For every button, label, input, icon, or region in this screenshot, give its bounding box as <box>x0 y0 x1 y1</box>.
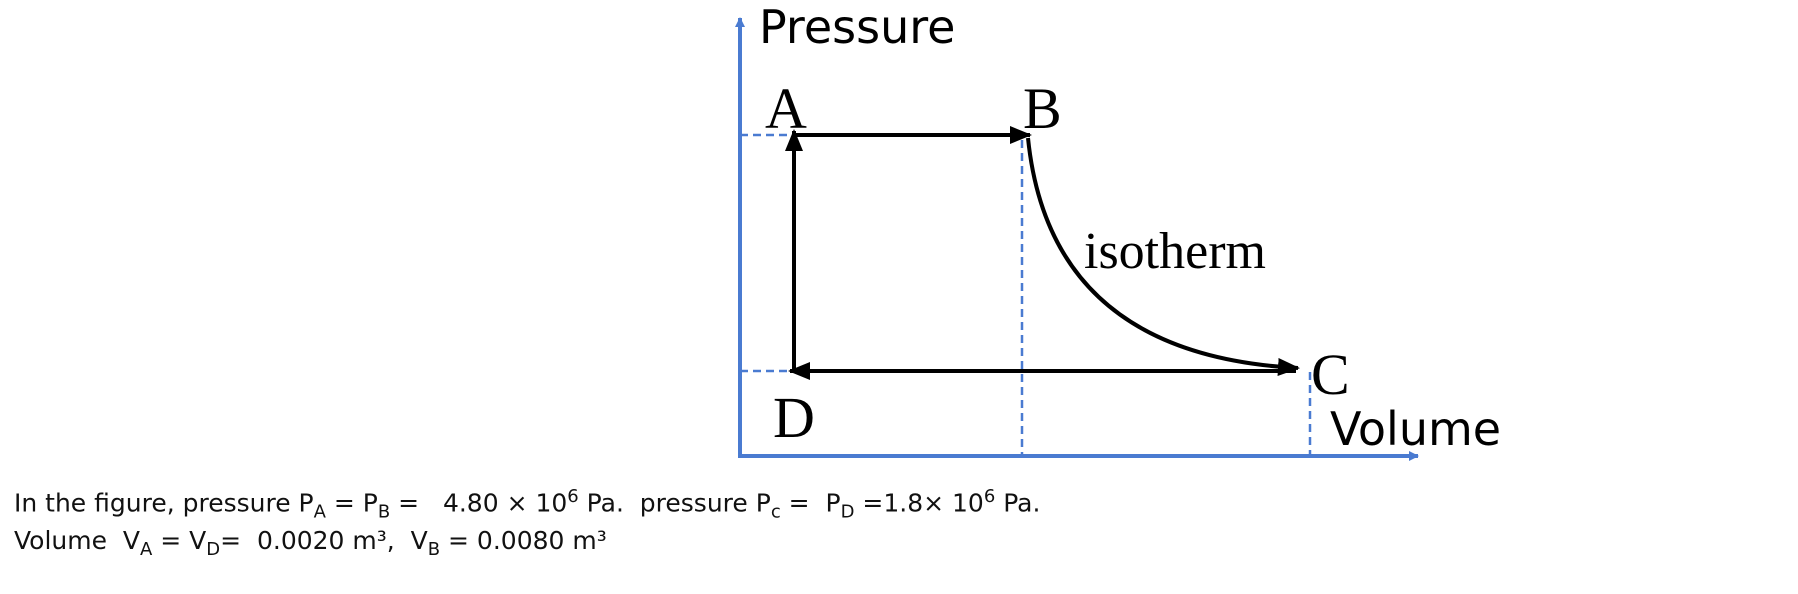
subscript: B <box>377 501 391 523</box>
text: = 0.0080 m³ <box>440 526 607 555</box>
subscript: A <box>313 501 326 523</box>
problem-line: Volume VA = VD= 0.0020 m³, VB = 0.0080 m… <box>14 526 607 560</box>
guides <box>740 133 1312 456</box>
point-label: A <box>765 76 807 141</box>
superscript: 6 <box>983 486 996 507</box>
cycle <box>785 126 1300 380</box>
text: = P <box>780 488 841 518</box>
subscript: D <box>840 501 855 523</box>
axis-label: Pressure <box>759 0 955 54</box>
text: Volume V <box>14 526 140 555</box>
superscript: 6 <box>567 486 579 507</box>
subscript: B <box>427 539 441 560</box>
subscript: D <box>206 539 221 560</box>
curve-label: isotherm <box>1084 223 1266 280</box>
subscript: c <box>770 501 781 523</box>
text: In the figure, pressure P <box>14 488 314 518</box>
text: Pa. <box>995 488 1041 518</box>
text: Pa. pressure P <box>578 488 771 518</box>
problem-line: In the figure, pressure PA = PB = 4.80 ×… <box>14 486 1040 522</box>
subscript: A <box>139 539 153 560</box>
axis-label: Volume <box>1330 402 1501 456</box>
text: = 4.80 × 10 <box>390 488 568 518</box>
text: = V <box>152 526 207 555</box>
text: = 0.0020 m³, V <box>220 526 428 555</box>
point-label: D <box>773 385 815 450</box>
text: =1.8× 10 <box>854 488 984 518</box>
process-bc <box>1026 137 1300 376</box>
point-label: C <box>1311 342 1350 407</box>
point-label: B <box>1023 76 1062 141</box>
text: = P <box>325 488 378 518</box>
